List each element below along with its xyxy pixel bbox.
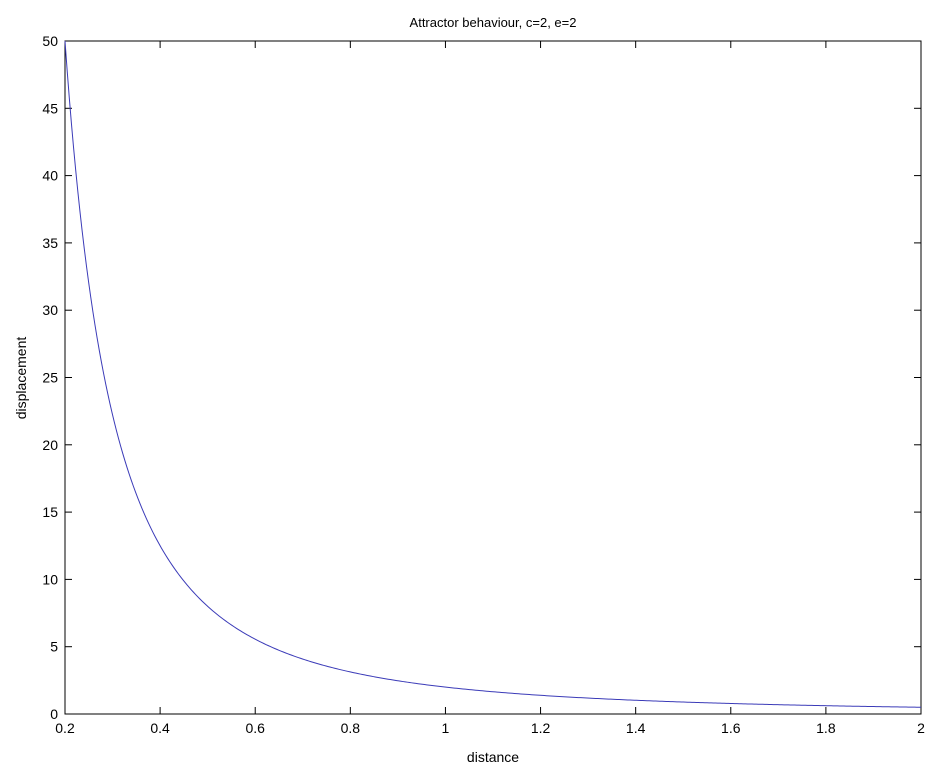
chart-title: Attractor behaviour, c=2, e=2 bbox=[410, 15, 577, 30]
x-tick-label-0: 0.2 bbox=[55, 720, 75, 736]
y-tick-label-0: 0 bbox=[50, 706, 58, 722]
x-tick-label-9: 2 bbox=[917, 720, 925, 736]
y-tick-label-1: 5 bbox=[50, 639, 58, 655]
y-tick-label-4: 20 bbox=[42, 437, 58, 453]
x-tick-label-2: 0.6 bbox=[245, 720, 265, 736]
y-tick-label-2: 10 bbox=[42, 571, 58, 587]
y-tick-label-8: 40 bbox=[42, 168, 58, 184]
x-tick-label-5: 1.2 bbox=[531, 720, 551, 736]
plot-frame bbox=[64, 40, 922, 715]
y-axis-label: displacement bbox=[13, 337, 29, 420]
x-axis-label: distance bbox=[467, 749, 519, 765]
x-axis-ticks: 0.2 0.4 0.6 0.8 1 1.2 1.4 1.6 1.8 2 bbox=[55, 41, 925, 736]
x-tick-label-3: 0.8 bbox=[341, 720, 361, 736]
x-tick-label-7: 1.6 bbox=[721, 720, 741, 736]
y-tick-label-7: 35 bbox=[42, 235, 58, 251]
y-tick-label-10: 50 bbox=[42, 33, 58, 49]
x-tick-label-1: 0.4 bbox=[150, 720, 170, 736]
x-tick-label-4: 1 bbox=[442, 720, 450, 736]
y-axis-ticks: 0 5 10 15 20 25 30 35 40 45 50 bbox=[42, 33, 921, 722]
y-tick-label-6: 30 bbox=[42, 302, 58, 318]
y-tick-label-5: 25 bbox=[42, 370, 58, 386]
x-tick-label-8: 1.8 bbox=[816, 720, 836, 736]
y-tick-label-9: 45 bbox=[42, 100, 58, 116]
series-line bbox=[64, 40, 922, 708]
y-tick-label-3: 15 bbox=[42, 504, 58, 520]
x-tick-label-6: 1.4 bbox=[626, 720, 646, 736]
